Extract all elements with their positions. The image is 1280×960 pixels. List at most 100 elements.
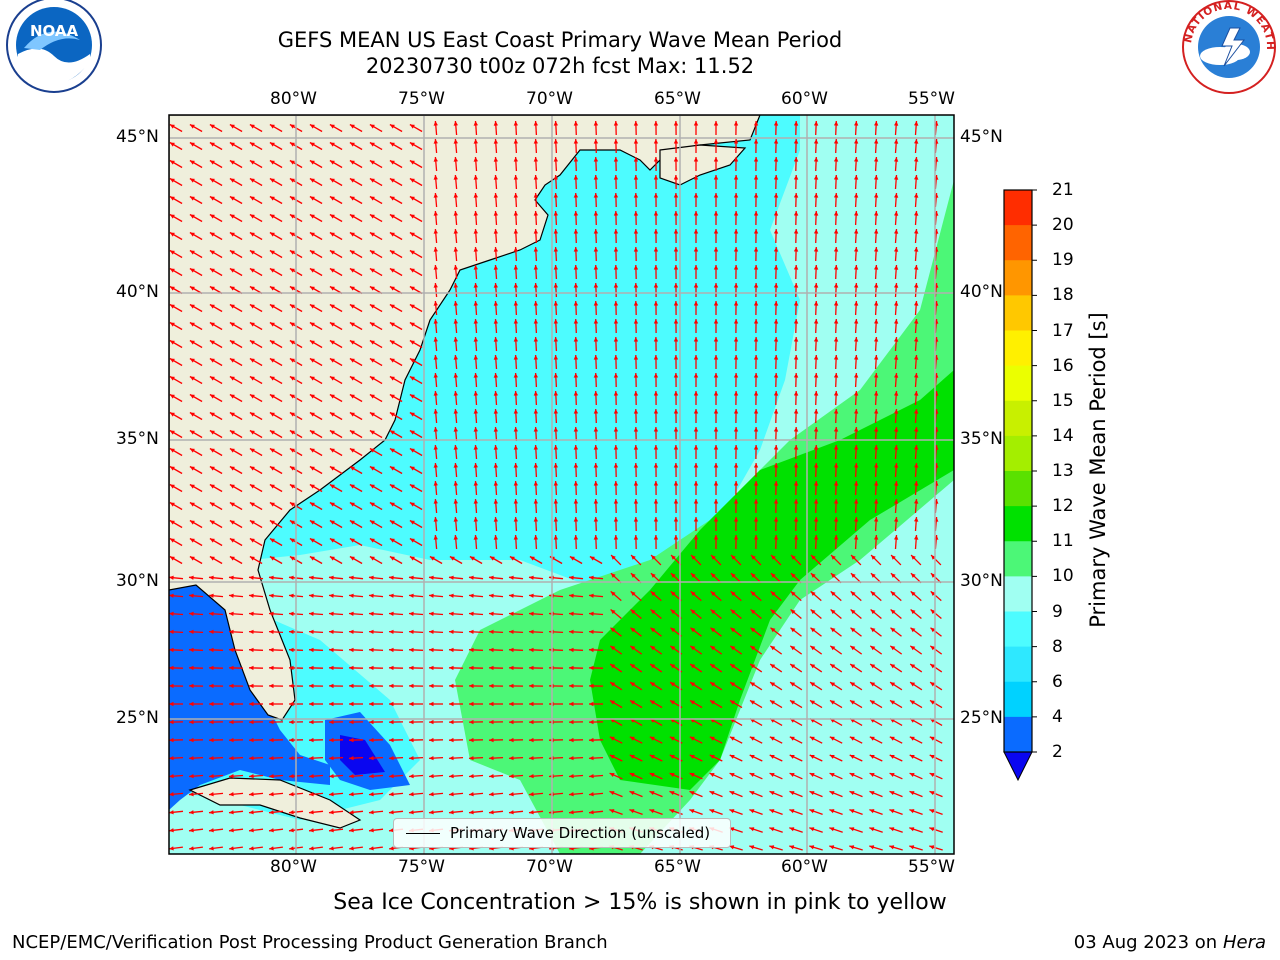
wave-direction-arrow bbox=[513, 462, 518, 478]
wave-direction-arrow bbox=[833, 138, 839, 154]
wave-direction-arrow bbox=[693, 535, 699, 549]
wave-direction-arrow bbox=[630, 554, 642, 566]
wave-direction-arrow bbox=[593, 174, 599, 190]
wave-direction-arrow bbox=[369, 465, 383, 475]
wave-direction-arrow bbox=[433, 300, 438, 316]
wave-direction-arrow bbox=[448, 611, 464, 616]
wave-direction-arrow bbox=[914, 462, 919, 478]
wave-direction-arrow bbox=[309, 465, 323, 475]
wave-direction-arrow bbox=[169, 519, 183, 529]
wave-direction-arrow bbox=[733, 210, 739, 226]
wave-direction-arrow bbox=[593, 318, 599, 334]
wave-direction-arrow bbox=[389, 231, 403, 241]
wave-direction-arrow bbox=[633, 264, 639, 280]
wave-direction-arrow bbox=[229, 519, 243, 529]
wave-direction-arrow bbox=[389, 339, 403, 349]
wave-direction-arrow bbox=[613, 372, 619, 388]
wave-direction-arrow bbox=[753, 408, 759, 424]
colorbar-tick-label: 17 bbox=[1052, 320, 1074, 341]
wave-direction-arrow bbox=[268, 629, 284, 634]
wave-direction-arrow bbox=[673, 390, 679, 406]
wave-direction-arrow bbox=[833, 210, 839, 226]
wave-direction-arrow bbox=[553, 444, 558, 460]
wave-direction-arrow bbox=[553, 138, 558, 154]
wave-direction-arrow bbox=[493, 246, 498, 262]
wave-direction-arrow bbox=[773, 246, 779, 262]
wave-direction-arrow bbox=[369, 303, 383, 313]
wave-direction-arrow bbox=[169, 213, 183, 223]
wave-direction-arrow bbox=[389, 123, 403, 133]
wave-direction-arrow bbox=[653, 462, 659, 478]
wave-direction-arrow bbox=[833, 426, 839, 442]
wave-direction-arrow bbox=[493, 426, 498, 442]
wave-direction-arrow bbox=[409, 375, 423, 385]
wave-direction-arrow bbox=[914, 300, 919, 316]
wave-direction-arrow bbox=[813, 138, 819, 154]
wave-direction-arrow bbox=[209, 483, 223, 493]
wave-direction-arrow bbox=[228, 611, 244, 616]
wave-direction-arrow bbox=[733, 498, 739, 514]
wave-direction-arrow bbox=[874, 156, 879, 172]
wave-direction-arrow bbox=[854, 300, 859, 316]
wave-direction-arrow bbox=[553, 354, 558, 370]
wave-direction-arrow bbox=[348, 629, 364, 634]
wave-direction-arrow bbox=[610, 627, 622, 637]
wave-direction-arrow bbox=[449, 555, 463, 565]
wave-direction-arrow bbox=[813, 174, 819, 190]
wave-direction-arrow bbox=[389, 519, 403, 529]
wave-direction-arrow bbox=[349, 411, 363, 421]
wave-direction-arrow bbox=[633, 156, 639, 172]
wave-direction-arrow bbox=[468, 593, 484, 598]
wave-direction-arrow bbox=[533, 336, 538, 352]
wave-direction-arrow bbox=[209, 393, 223, 403]
wave-direction-arrow bbox=[249, 483, 263, 493]
noaa-logo-text: NOAA bbox=[30, 22, 79, 40]
wave-direction-arrow bbox=[249, 267, 263, 277]
wave-direction-arrow bbox=[830, 627, 842, 637]
wave-direction-arrow bbox=[189, 501, 203, 511]
wave-direction-arrow bbox=[309, 339, 323, 349]
wave-direction-arrow bbox=[409, 123, 423, 133]
wave-direction-arrow bbox=[833, 336, 839, 352]
wave-direction-arrow bbox=[813, 426, 819, 442]
wave-direction-arrow bbox=[894, 174, 899, 190]
wave-direction-arrow bbox=[914, 246, 919, 262]
wave-direction-arrow bbox=[433, 426, 438, 442]
wave-direction-arrow bbox=[854, 462, 859, 478]
wave-direction-arrow bbox=[473, 156, 478, 172]
wave-direction-arrow bbox=[473, 246, 478, 262]
wave-direction-arrow bbox=[229, 267, 243, 277]
wave-direction-arrow bbox=[633, 408, 639, 424]
wave-direction-arrow bbox=[329, 429, 343, 439]
wave-direction-arrow bbox=[369, 213, 383, 223]
wave-direction-arrow bbox=[693, 175, 699, 189]
wave-direction-arrow bbox=[349, 231, 363, 241]
wave-direction-arrow bbox=[508, 629, 524, 634]
wave-direction-arrow bbox=[513, 444, 518, 460]
wave-direction-arrow bbox=[753, 426, 759, 442]
wave-direction-arrow bbox=[389, 177, 403, 187]
wave-direction-arrow bbox=[453, 372, 458, 388]
wave-direction-arrow bbox=[269, 213, 283, 223]
wave-direction-arrow bbox=[854, 480, 859, 496]
wave-direction-arrow bbox=[633, 354, 639, 370]
wave-direction-arrow bbox=[890, 590, 902, 602]
wave-direction-arrow bbox=[249, 141, 263, 151]
wave-direction-arrow bbox=[573, 408, 579, 424]
wave-direction-arrow bbox=[733, 480, 739, 496]
wave-direction-arrow bbox=[389, 465, 403, 475]
wave-direction-arrow bbox=[369, 177, 383, 187]
wave-direction-arrow bbox=[533, 390, 538, 406]
wave-direction-arrow bbox=[874, 444, 879, 460]
wave-direction-arrow bbox=[750, 554, 762, 566]
lat-label-right: 45°N bbox=[960, 127, 1003, 147]
wave-direction-arrow bbox=[914, 120, 919, 136]
wave-direction-arrow bbox=[833, 480, 839, 496]
wave-direction-arrow bbox=[169, 629, 184, 634]
wave-direction-arrow bbox=[733, 462, 739, 478]
wave-direction-arrow bbox=[309, 159, 323, 169]
wave-direction-arrow bbox=[329, 141, 343, 151]
wave-direction-arrow bbox=[409, 159, 423, 169]
wave-direction-arrow bbox=[389, 375, 403, 385]
wave-direction-arrow bbox=[533, 318, 538, 334]
